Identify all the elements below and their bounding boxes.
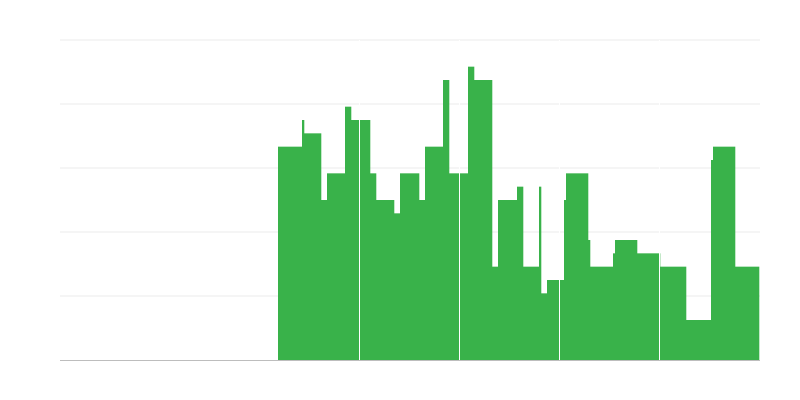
step-bar <box>517 186 524 360</box>
step-bar <box>498 200 518 360</box>
step-bar <box>394 213 401 360</box>
step-bar <box>468 66 475 361</box>
step-bar <box>539 186 542 360</box>
step-bar <box>615 240 638 360</box>
step-bar <box>327 173 346 360</box>
step-bar <box>686 320 712 360</box>
step-bar <box>492 266 499 360</box>
step-bar <box>613 253 616 360</box>
step-bar <box>351 120 371 360</box>
step-bar <box>711 160 714 360</box>
step-bar <box>474 80 493 360</box>
step-bar <box>541 293 548 360</box>
step-bar <box>278 146 303 360</box>
step-bar <box>376 200 395 360</box>
step-bar <box>419 200 426 360</box>
step-bar <box>400 173 420 360</box>
step-bar <box>564 200 567 360</box>
step-bar <box>304 133 322 360</box>
step-bar <box>713 146 736 360</box>
step-bar <box>321 200 328 360</box>
step-bar <box>345 106 352 361</box>
step-bar <box>370 173 377 360</box>
vertical-separators <box>359 40 660 360</box>
step-bar <box>590 266 614 360</box>
step-bar <box>566 173 589 360</box>
step-bar <box>443 80 450 360</box>
step-bar <box>425 146 444 360</box>
step-bar <box>302 120 305 360</box>
step-bar <box>449 173 469 360</box>
area-steps <box>278 66 760 361</box>
step-bar <box>547 280 565 360</box>
step-bar <box>523 266 540 360</box>
step-bar <box>637 253 661 360</box>
step-bar <box>735 266 760 360</box>
step-bar <box>588 240 591 360</box>
step-bar <box>660 266 687 360</box>
